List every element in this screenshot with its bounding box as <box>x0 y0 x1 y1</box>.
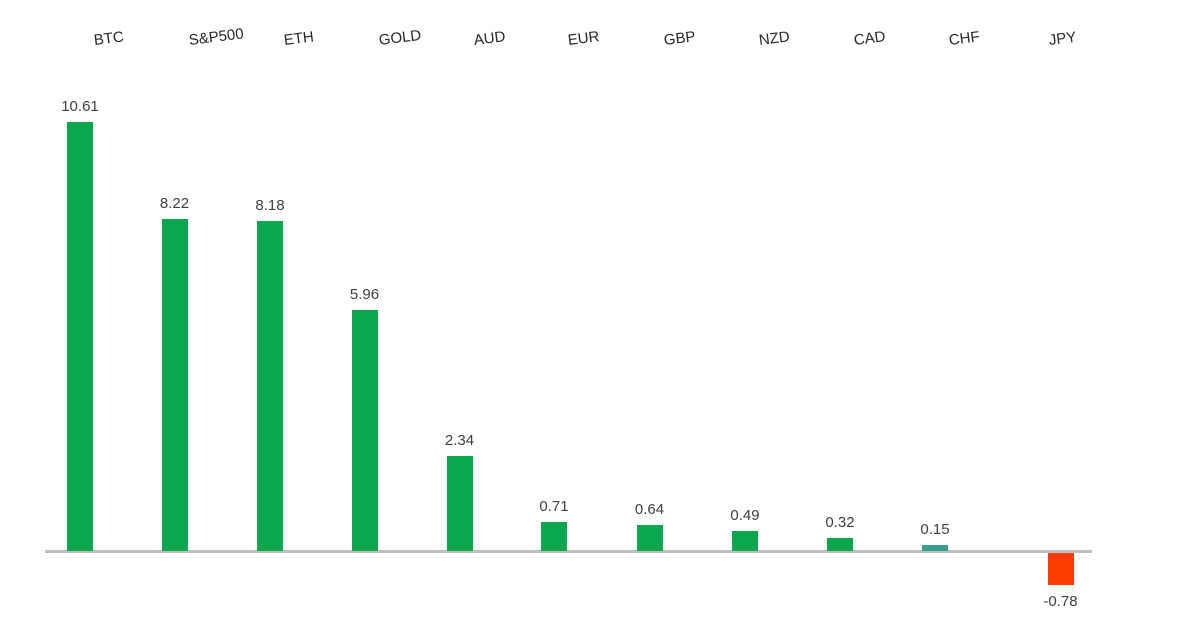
bar-eur <box>541 522 567 551</box>
bar-cad <box>827 538 853 551</box>
category-label-eth: ETH <box>282 28 315 49</box>
value-label-jpy: -0.78 <box>1043 593 1078 610</box>
value-label-btc: 10.61 <box>61 98 99 115</box>
category-label-gold: GOLD <box>377 26 422 49</box>
category-label-nzd: NZD <box>757 28 791 49</box>
value-label-cad: 0.32 <box>825 514 855 531</box>
category-label-chf: CHF <box>947 28 981 49</box>
value-label-eth: 8.18 <box>255 197 285 214</box>
bar-nzd <box>732 531 758 551</box>
bar-eth <box>257 221 283 551</box>
bar-aud <box>446 456 473 551</box>
category-label-jpy: JPY <box>1047 28 1077 49</box>
value-label-gbp: 0.64 <box>634 501 665 518</box>
category-label-aud: AUD <box>472 28 506 49</box>
bar-jpy <box>1047 553 1074 585</box>
value-label-nzd: 0.49 <box>730 507 760 524</box>
category-label-gbp: GBP <box>662 28 696 49</box>
x-axis-line <box>45 550 1092 553</box>
category-label-eur: EUR <box>566 28 601 49</box>
value-label-gold: 5.96 <box>349 286 380 303</box>
bar-gold <box>351 310 378 551</box>
category-label-btc: BTC <box>92 28 125 49</box>
value-label-sp500: 8.22 <box>159 195 190 212</box>
category-label-cad: CAD <box>852 28 887 49</box>
value-label-eur: 0.71 <box>539 498 569 515</box>
bar-btc <box>67 122 93 551</box>
bar-chf <box>922 545 948 551</box>
value-label-chf: 0.15 <box>920 521 950 538</box>
bar-gbp <box>636 525 663 551</box>
value-label-aud: 2.34 <box>444 432 475 449</box>
category-label-sp500: S&P500 <box>187 25 245 49</box>
bar-sp500 <box>161 219 188 551</box>
